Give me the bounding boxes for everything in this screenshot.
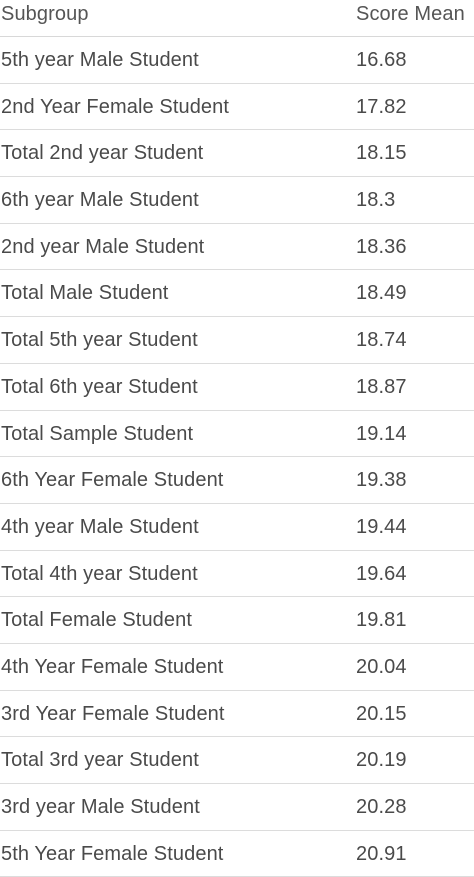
- subgroup-cell: Total 6th year Student: [1, 375, 198, 398]
- table-row: 6th year Male Student 18.3: [0, 177, 474, 224]
- subgroup-cell: Total Female Student: [1, 609, 192, 632]
- subgroup-cell: 4th year Male Student: [1, 515, 199, 538]
- score-mean-cell: 20.91: [356, 842, 407, 865]
- score-mean-cell: 20.04: [356, 655, 407, 678]
- score-mean-cell: 18.3: [356, 189, 396, 212]
- table-row: Total Female Student 19.81: [0, 597, 474, 644]
- table-body: 5th year Male Student 16.68 2nd Year Femal…: [0, 37, 474, 877]
- table-row: 2nd year Male Student 18.36: [0, 224, 474, 271]
- subgroup-cell: Total 2nd year Student: [1, 142, 204, 165]
- table-row: 4th year Male Student 19.44: [0, 504, 474, 551]
- table-row: 5th year Male Student 16.68: [0, 37, 474, 84]
- table-row: Total 3rd year Student 20.19: [0, 737, 474, 784]
- score-mean-cell: 20.15: [356, 702, 407, 725]
- subgroup-cell: 4th Year Female Student: [1, 655, 224, 678]
- subgroup-cell: 6th year Male Student: [1, 189, 199, 212]
- table-row: 3rd year Male Student 20.28: [0, 784, 474, 831]
- subgroup-cell: 6th Year Female Student: [1, 469, 224, 492]
- score-mean-cell: 18.36: [356, 235, 407, 258]
- score-mean-cell: 19.14: [356, 422, 407, 445]
- header-subgroup: Subgroup: [1, 3, 89, 25]
- subgroup-cell: Total 3rd year Student: [1, 749, 199, 772]
- table-row: 6th Year Female Student 19.38: [0, 457, 474, 504]
- table-row: 5th Year Female Student 20.91: [0, 831, 474, 877]
- subgroup-cell: Total Male Student: [1, 282, 169, 305]
- subgroup-cell: 5th Year Female Student: [1, 842, 224, 865]
- score-mean-cell: 19.81: [356, 609, 407, 632]
- score-mean-cell: 17.82: [356, 95, 407, 118]
- score-mean-cell: 18.74: [356, 329, 407, 352]
- score-mean-cell: 20.28: [356, 796, 407, 818]
- score-mean-cell: 19.64: [356, 562, 407, 585]
- subgroup-cell: Total 4th year Student: [1, 562, 198, 585]
- table-row: Total 4th year Student 19.64: [0, 551, 474, 598]
- subgroup-cell: Total Sample Student: [1, 422, 194, 445]
- subgroup-cell: Total 5th year Student: [1, 329, 198, 352]
- subgroup-cell: 3rd Year Female Student: [1, 702, 225, 725]
- score-mean-cell: 18.15: [356, 142, 407, 165]
- table-row: Total 5th year Student 18.74: [0, 317, 474, 364]
- subgroup-cell: 5th year Male Student: [1, 49, 199, 71]
- table-row: 2nd Year Female Student 17.82: [0, 84, 474, 131]
- score-mean-cell: 19.38: [356, 469, 407, 492]
- table-row: Total 2nd year Student 18.15: [0, 130, 474, 178]
- table-row: Total 6th year Student 18.87: [0, 364, 474, 411]
- score-mean-cell: 16.68: [356, 49, 407, 71]
- subgroup-cell: 3rd year Male Student: [1, 796, 200, 818]
- table-row: 3rd Year Female Student 20.15: [0, 691, 474, 738]
- score-mean-cell: 18.49: [356, 282, 407, 305]
- table-row: Total Sample Student 19.14: [0, 411, 474, 458]
- table-row: Total Male Student 18.49: [0, 270, 474, 318]
- header-score-mean: Score Mean: [356, 3, 465, 25]
- subgroup-cell: 2nd year Male Student: [1, 235, 205, 258]
- score-mean-cell: 20.19: [356, 749, 407, 772]
- table-row: 4th Year Female Student 20.04: [0, 644, 474, 691]
- score-mean-cell: 18.87: [356, 375, 407, 398]
- table-header: Subgroup Score Mean: [0, 0, 474, 37]
- subgroup-cell: 2nd Year Female Student: [1, 95, 230, 118]
- score-mean-cell: 19.44: [356, 515, 407, 538]
